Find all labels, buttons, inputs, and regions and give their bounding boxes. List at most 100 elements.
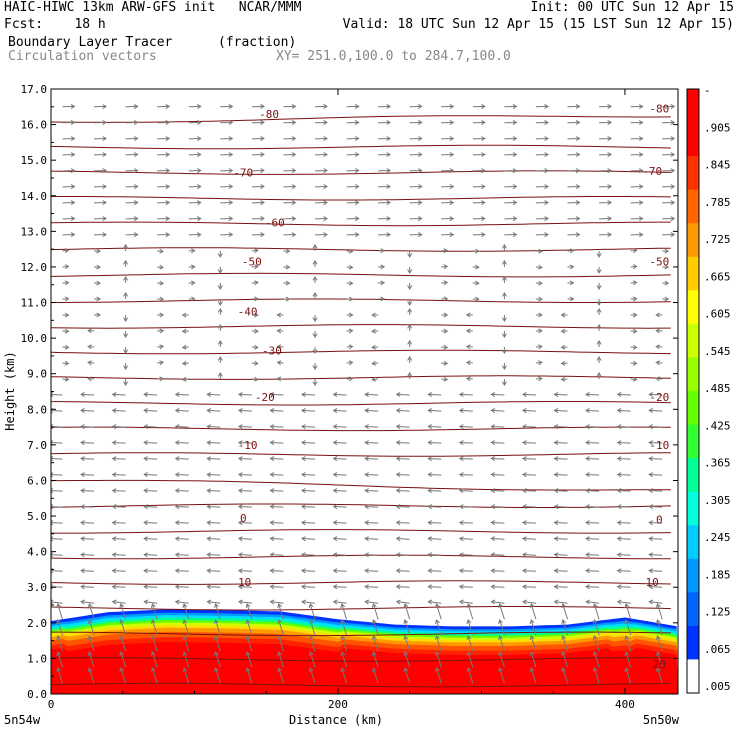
vector-arrowhead (417, 120, 423, 126)
vector-arrowhead (371, 651, 377, 657)
vector-arrowhead (512, 152, 518, 158)
vector-arrowhead (228, 184, 234, 190)
vector-arrow (554, 393, 568, 396)
vector-arrowhead (371, 619, 377, 625)
vector-arrowhead (386, 184, 392, 190)
vector-arrow (530, 619, 537, 636)
vector-arrowhead (332, 424, 338, 430)
vector-arrow (238, 506, 252, 508)
vector-arrowhead (64, 296, 70, 302)
colorbar-swatch (687, 592, 699, 627)
vector-arrowhead (648, 488, 654, 494)
contour-line (51, 401, 671, 406)
vector-arrowhead (364, 552, 369, 558)
vector-arrowhead (102, 104, 107, 110)
vector-arrow (428, 489, 442, 492)
vector-arrowhead (237, 392, 243, 398)
vector-arrowhead (458, 424, 464, 430)
vector-arrow (301, 554, 316, 556)
vector-arrowhead (217, 301, 223, 306)
vector-arrowhead (119, 667, 125, 673)
vector-arrow (428, 409, 442, 412)
vector-arrow (246, 603, 253, 620)
vector-arrowhead (371, 635, 377, 641)
vector-arrow (396, 586, 410, 588)
vector-arrowhead (111, 599, 117, 605)
vector-arrowhead (371, 328, 376, 334)
x-tick-label: 200 (328, 698, 348, 711)
vector-arrowhead (254, 296, 259, 302)
vector-arrowhead (51, 456, 54, 462)
vector-arrow (333, 457, 347, 460)
vector-arrowhead (123, 349, 129, 354)
vector-arrow (238, 393, 252, 396)
vector-arrowhead (655, 360, 661, 366)
vector-arrow (562, 603, 568, 620)
vector-arrowhead (253, 248, 259, 254)
vector-arrow (81, 522, 95, 524)
vector-arrowhead (269, 552, 275, 558)
vector-arrowhead (395, 392, 401, 398)
vector-arrowhead (386, 152, 392, 158)
vector-arrowhead (70, 184, 76, 190)
vector-arrowhead (323, 120, 328, 126)
vector-arrow (617, 522, 631, 524)
vector-arrow (656, 377, 663, 380)
vector-arrowhead (585, 424, 590, 430)
vector-arrowhead (190, 248, 196, 254)
vector-arrow (183, 635, 190, 652)
vector-arrowhead (96, 296, 101, 302)
vector-arrowhead (56, 603, 62, 609)
vector-arrowhead (323, 104, 328, 110)
vector-arrowhead (228, 168, 234, 174)
vector-arrowhead (70, 120, 76, 126)
y-tick-label: 3.0 (27, 581, 47, 594)
vector-arrowhead (111, 488, 117, 494)
vector-arrowhead (51, 584, 54, 590)
vector-arrowhead (655, 328, 660, 334)
vector-arrowhead (538, 296, 543, 302)
vector-arrow (183, 603, 190, 620)
vector-arrowhead (174, 392, 180, 398)
vector-arrowhead (102, 232, 107, 238)
vector-arrowhead (596, 308, 602, 313)
vector-arrow (81, 601, 95, 604)
vector-arrowhead (638, 136, 644, 142)
vector-arrowhead (501, 349, 507, 354)
vector-arrowhead (632, 296, 638, 302)
y-tick-label: 17.0 (21, 83, 48, 96)
vector-arrowhead (143, 536, 148, 542)
vector-arrowhead (214, 635, 219, 641)
vector-arrowhead (96, 264, 101, 270)
vector-arrow (586, 570, 600, 572)
vector-arrowhead (228, 200, 234, 206)
vector-arrowhead (80, 536, 85, 542)
vector-arrowhead (364, 568, 369, 574)
vector-arrowhead (301, 584, 306, 590)
vector-arrow (112, 601, 126, 604)
vector-arrowhead (544, 232, 549, 238)
vector-arrowhead (648, 520, 654, 526)
vector-arrow (270, 393, 284, 396)
vector-arrowhead (87, 667, 93, 673)
vector-arrow (144, 601, 158, 604)
vector-arrow (270, 489, 284, 492)
vector-arrowhead (512, 232, 518, 238)
colorbar-label: .845 (704, 159, 731, 172)
vector-arrowhead (228, 216, 234, 222)
vector-arrow (151, 619, 158, 636)
vector-arrow (81, 570, 95, 572)
vector-arrowhead (217, 308, 223, 313)
vector-arrowhead (538, 344, 543, 350)
vector-arrow (246, 667, 253, 684)
vector-arrowhead (395, 424, 401, 430)
vector-arrowhead (301, 424, 306, 430)
vector-arrow (428, 554, 442, 556)
vector-arrow (365, 473, 379, 476)
vector-arrow (51, 570, 63, 572)
vector-arrow (499, 603, 505, 620)
vector-arrow (120, 667, 127, 684)
vector-arrowhead (332, 536, 338, 542)
vector-arrowhead (228, 232, 234, 238)
vector-arrowhead (237, 536, 243, 542)
